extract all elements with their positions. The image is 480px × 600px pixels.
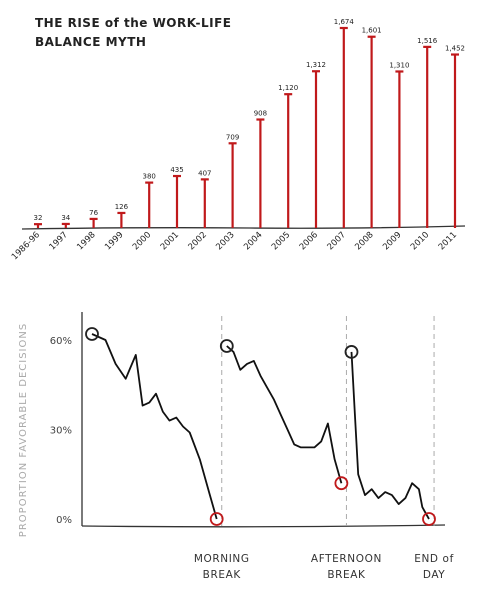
- marker-circle: [344, 345, 359, 359]
- y-tick-label: 30%: [50, 426, 72, 437]
- bar-value-label: 32: [34, 214, 43, 222]
- x-tick-label: 1998: [75, 230, 97, 252]
- bar-value-label: 1,674: [334, 18, 355, 26]
- break-label-line2: BREAK: [327, 569, 366, 581]
- line-chart-breaks: MORNING BREAK AFTERNOON BREAK END of DAY: [194, 316, 454, 581]
- line-chart: PROPORTION FAVORABLE DECISIONS 0%30%60% …: [18, 312, 454, 581]
- bar-value-label: 126: [115, 203, 129, 211]
- bar-value-label: 407: [198, 169, 211, 177]
- x-tick-label: 2009: [381, 230, 403, 252]
- x-tick-label: 2008: [353, 230, 375, 252]
- break-label-line2: DAY: [423, 569, 445, 581]
- marker-circle: [85, 327, 99, 341]
- x-tick-label: 1997: [48, 230, 70, 252]
- bar-chart-title-line2: BALANCE MYTH: [35, 35, 146, 49]
- marker-circle: [209, 512, 224, 526]
- bar-value-label: 435: [170, 166, 183, 174]
- line-chart-markers: [85, 327, 436, 526]
- x-tick-label: 2003: [214, 230, 236, 252]
- series-line: [91, 333, 218, 520]
- x-tick-label: 2007: [326, 230, 348, 252]
- break-label-line2: BREAK: [203, 569, 242, 581]
- bar-value-label: 908: [254, 110, 267, 118]
- line-chart-series: [91, 333, 430, 520]
- y-tick-label: 0%: [56, 515, 72, 526]
- bar-chart: THE RISE of the WORK-LIFE BALANCE MYTH 3…: [10, 16, 465, 262]
- bar-value-label: 1,516: [417, 37, 438, 45]
- series-line: [226, 345, 343, 484]
- bar-value-label: 709: [226, 133, 239, 141]
- x-tick-label: 2000: [131, 230, 153, 252]
- line-chart-x-axis: [81, 524, 446, 528]
- bar-value-label: 76: [89, 209, 98, 217]
- x-tick-label: 1999: [103, 230, 125, 252]
- bar-value-label: 1,312: [306, 61, 326, 69]
- marker-circle: [219, 339, 234, 353]
- series-line: [350, 351, 430, 520]
- x-tick-label: 2004: [242, 230, 264, 252]
- bar-value-label: 1,310: [389, 61, 409, 69]
- x-tick-label: 2005: [270, 230, 292, 252]
- break-label-line1: AFTERNOON: [311, 553, 382, 565]
- x-tick-label: 2011: [437, 230, 459, 252]
- marker-circle: [422, 512, 436, 526]
- break-label-line1: END of: [414, 553, 454, 565]
- bar-value-label: 1,452: [445, 45, 465, 53]
- line-chart-y-axis-label: PROPORTION FAVORABLE DECISIONS: [18, 323, 29, 537]
- break-label-line1: MORNING: [194, 553, 250, 565]
- bar-value-label: 380: [143, 173, 156, 181]
- bar-chart-title-line1: THE RISE of the WORK-LIFE: [35, 16, 231, 30]
- bar-chart-baseline: [21, 225, 466, 230]
- x-tick-label: 2006: [298, 230, 320, 252]
- bar-value-label: 34: [61, 214, 70, 222]
- x-tick-label: 2010: [409, 230, 431, 252]
- x-tick-label: 1986-96: [10, 230, 42, 262]
- line-chart-y-ticks: 0% 30% 60%: [50, 336, 72, 526]
- bar-value-label: 1,120: [278, 84, 298, 92]
- bar-group: 32 1986-96 34 1997 76 1998 126 1999 380 2000 435 20…: [10, 18, 465, 262]
- x-tick-label: 2001: [159, 230, 181, 252]
- bar-value-label: 1,601: [362, 27, 382, 35]
- y-tick-label: 60%: [50, 336, 72, 347]
- marker-circle: [334, 476, 349, 491]
- x-tick-label: 2002: [187, 230, 209, 252]
